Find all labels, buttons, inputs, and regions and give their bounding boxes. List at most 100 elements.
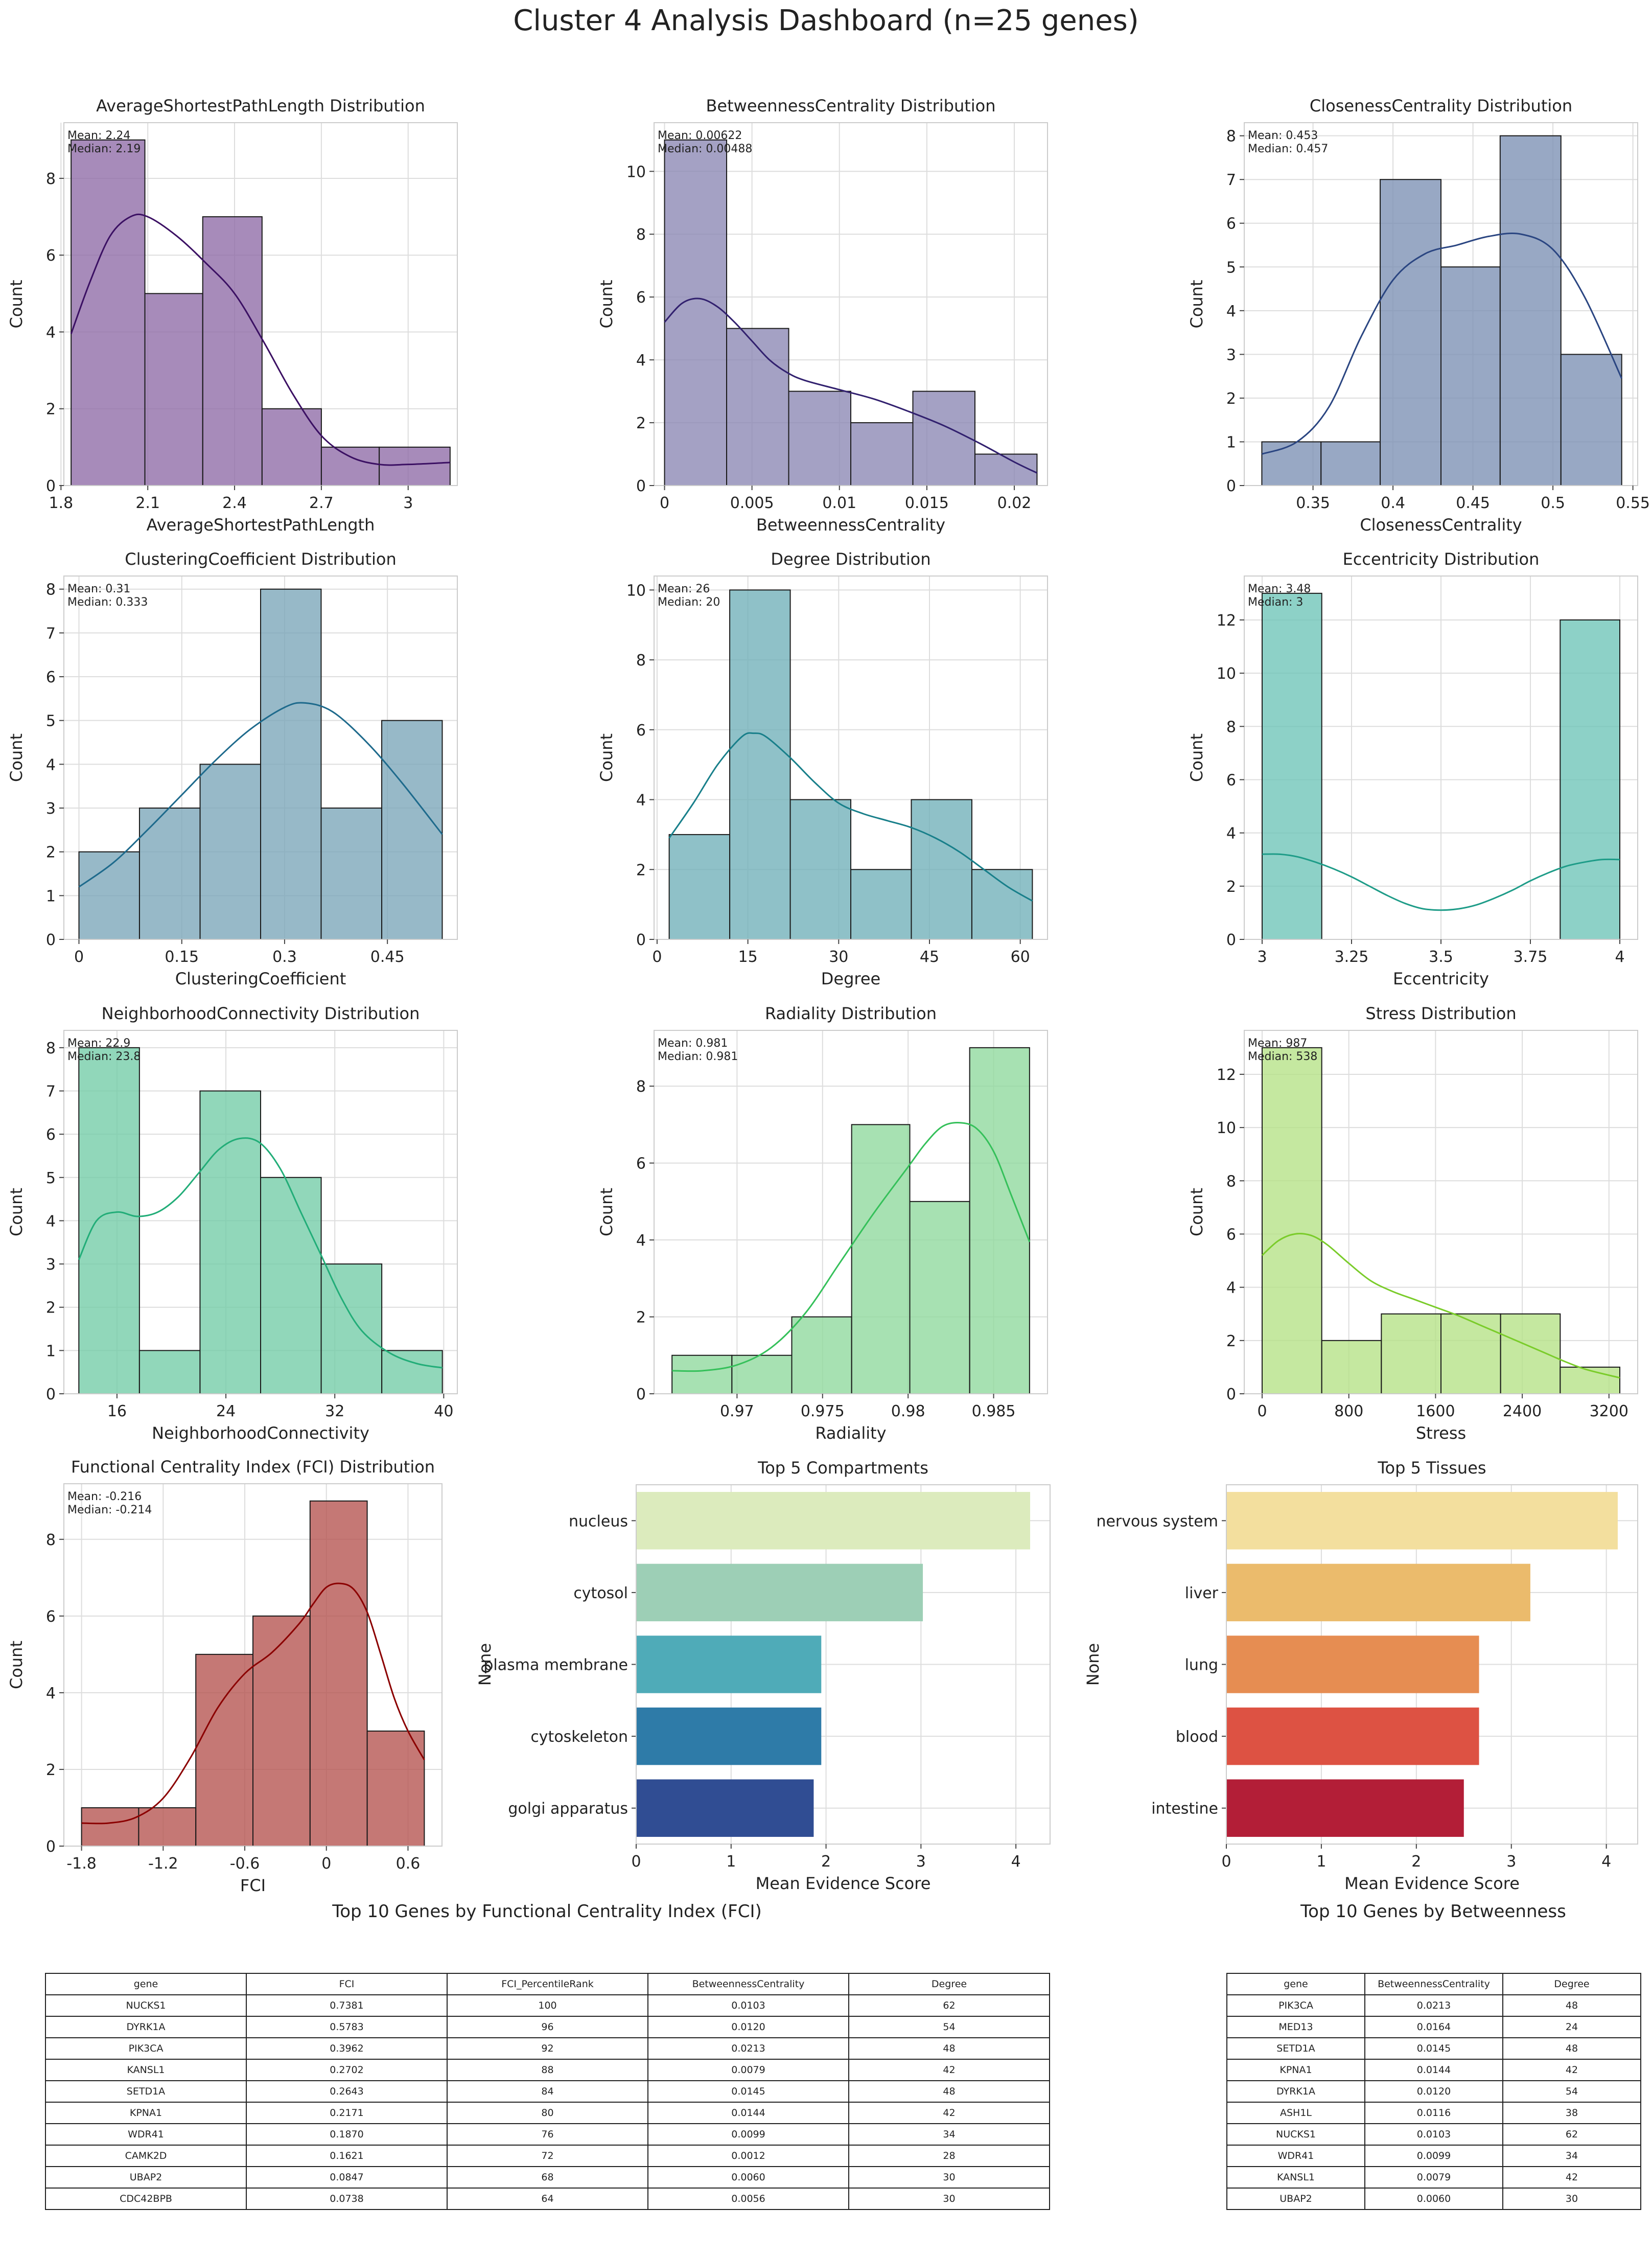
closeness-title: ClosenessCentrality Distribution [1310,96,1572,116]
table-cell: 42 [1502,2166,1641,2189]
closeness-xtick-label: 0.55 [1616,494,1650,512]
table-cell: DYRK1A [1226,2080,1365,2103]
fci-xtick-label: -0.6 [230,1855,260,1873]
table-cell: 62 [848,1994,1050,2017]
neighborhood-bar-2 [199,1090,261,1394]
table-row: KPNA1 0.0144 42 [1226,2059,1641,2081]
degree-ytick-label: 4 [636,792,646,810]
clustering-kde-line [78,702,443,888]
neighborhood-bar-4 [320,1263,383,1395]
table-cell: 54 [1502,2080,1641,2103]
neighborhood-mean-annotation: Mean: 22.9 [67,1037,130,1050]
compartments-xtick-label: 1 [726,1853,736,1871]
table-cell: 88 [447,2059,648,2081]
avg_shortest_path-bar-0 [71,139,146,486]
stress-bar-3 [1440,1313,1501,1395]
degree-ytick-label: 10 [626,582,646,600]
degree-kde-line [668,732,1033,902]
degree-xtick-label: 30 [829,948,848,966]
avg_shortest_path-frame [63,122,458,486]
closeness-xtick-label: 0.5 [1541,494,1565,512]
table-cell: 42 [848,2102,1050,2124]
table-cell: 0.2171 [246,2102,448,2124]
fci-xtick-label: -1.8 [66,1855,97,1873]
fci-bar-0 [81,1807,139,1847]
table-cell: KANSL1 [1226,2166,1365,2189]
degree-bar-4 [911,799,972,940]
avg_shortest_path-ytick-label: 8 [46,170,56,188]
stress-bar-4 [1500,1313,1561,1395]
table-cell: 0.2702 [246,2059,448,2081]
neighborhood-ytick-label: 1 [46,1342,56,1360]
fci-ytick-label: 4 [46,1685,56,1702]
radiality-bar-3 [851,1124,911,1394]
table-row: PIK3CA 0.3962 92 0.0213 48 [45,2037,1050,2060]
compartments-category-label: golgi apparatus [508,1800,628,1818]
betweenness-bar-3 [850,422,914,486]
degree-median-annotation: Median: 20 [658,596,720,609]
table-cell: 0.1870 [246,2123,448,2146]
degree-xtick-label: 45 [920,948,939,966]
clustering-xtick-label: 0.3 [272,948,297,966]
betweenness-mean-annotation: Mean: 0.00622 [658,129,742,142]
neighborhood-ytick-label: 3 [46,1256,56,1274]
closeness-ytick-label: 5 [1226,259,1236,277]
betweenness-ytick-label: 8 [636,226,646,244]
betweenness-bar-0 [664,139,728,486]
stress-ytick-label: 12 [1217,1066,1236,1084]
closeness-bar-4 [1499,135,1562,486]
radiality-xlabel: Radiality [815,1423,886,1443]
table-cell: 0.0144 [647,2102,849,2124]
closeness-ytick-label: 4 [1226,303,1236,320]
betweenness-ytick-label: 10 [626,163,646,181]
fci-table-title: Top 10 Genes by Functional Centrality In… [332,1901,762,1922]
table-cell: 48 [1502,1994,1641,2017]
compartments-category-label: cytosol [573,1584,628,1602]
clustering-xlabel: ClusteringCoefficient [175,969,346,988]
clustering-bar-2 [199,764,261,940]
degree-xtick-label: 60 [1011,948,1030,966]
eccentricity-median-annotation: Median: 3 [1248,596,1303,609]
table-cell: 0.0213 [1364,1994,1503,2017]
table-cell: 38 [1502,2102,1641,2124]
table-cell: 76 [447,2123,648,2146]
fci-bar-3 [252,1615,311,1847]
table-cell: 84 [447,2080,648,2103]
fci-mean-annotation: Mean: -0.216 [67,1490,142,1503]
table-cell: 0.0060 [1364,2188,1503,2210]
eccentricity-ylabel: Count [1187,733,1206,782]
tissues-category-label: intestine [1151,1800,1218,1818]
avg_shortest_path-ytick-label: 6 [46,247,56,265]
betweenness-xtick-label: 0 [660,494,669,512]
closeness-bar-3 [1440,266,1501,487]
closeness-kde-line [1261,232,1623,455]
avg_shortest_path-mean-annotation: Mean: 2.24 [67,129,130,142]
closeness-mean-annotation: Mean: 0.453 [1248,129,1318,142]
closeness-ytick-label: 7 [1226,171,1236,189]
eccentricity-xlabel: Eccentricity [1393,969,1489,988]
table-row: KANSL1 0.2702 88 0.0079 42 [45,2059,1050,2081]
avg_shortest_path-bar-5 [379,446,451,487]
table-cell: 0.0060 [647,2166,849,2189]
compartments-frame [636,1484,1051,1845]
clustering-ytick-label: 1 [46,887,56,905]
table-header-cell: gene [1226,1973,1365,1995]
betweenness-bar-2 [788,390,851,486]
table-row: PIK3CA 0.0213 48 [1226,1994,1641,2017]
table-cell: 0.0120 [1364,2080,1503,2103]
avg_shortest_path-ytick-label: 0 [46,477,56,495]
eccentricity-ytick-label: 6 [1226,771,1236,789]
fci-bar-1 [138,1807,197,1847]
stress-bar-2 [1381,1313,1441,1395]
tissues-bar-0 [1226,1492,1618,1550]
table-row: NUCKS1 0.7381 100 0.0103 62 [45,1994,1050,2017]
table-cell: 0.0012 [647,2145,849,2167]
closeness-xlabel: ClosenessCentrality [1360,515,1522,535]
table-cell: 42 [1502,2059,1641,2081]
compartments-bar-0 [636,1492,1030,1550]
degree-ytick-label: 8 [636,652,646,670]
neighborhood-ylabel: Count [7,1188,26,1236]
degree-mean-annotation: Mean: 26 [658,583,710,595]
table-row: UBAP2 0.0060 30 [1226,2188,1641,2210]
